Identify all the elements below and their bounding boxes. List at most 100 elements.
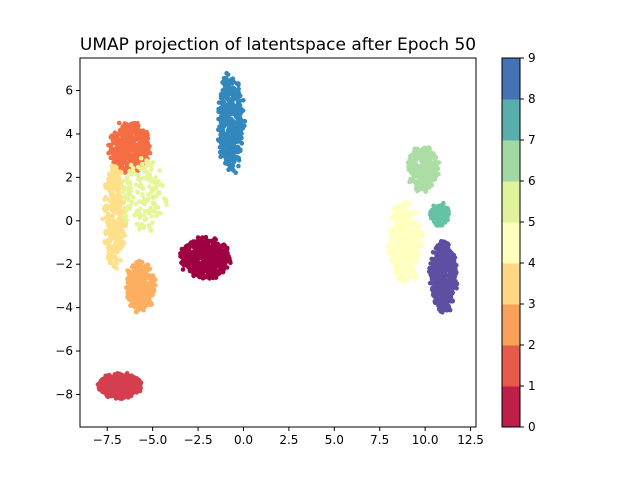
data-point (432, 276, 437, 282)
data-point (142, 217, 148, 223)
data-point (412, 210, 418, 215)
data-point (388, 237, 393, 243)
data-point (146, 301, 152, 306)
data-point (186, 243, 191, 249)
data-point (443, 215, 449, 220)
data-point (128, 393, 134, 399)
data-point (111, 385, 116, 390)
data-point (142, 304, 148, 309)
data-point (228, 165, 233, 171)
data-point (116, 208, 122, 213)
data-point (220, 120, 226, 126)
data-point (404, 225, 410, 230)
data-point (453, 271, 458, 277)
chart-title: UMAP projection of latentspace after Epo… (80, 35, 476, 55)
data-point (114, 256, 119, 262)
data-point (210, 245, 215, 251)
data-point (433, 173, 439, 179)
data-point (431, 217, 437, 223)
data-point (397, 218, 403, 224)
data-point (146, 192, 151, 197)
data-point (146, 160, 151, 165)
data-point (438, 301, 443, 307)
data-point (115, 244, 120, 249)
data-point (108, 192, 114, 198)
data-point (400, 261, 406, 267)
data-point (126, 295, 131, 301)
data-point (111, 159, 116, 165)
data-point (235, 97, 241, 103)
data-point (413, 251, 418, 256)
data-point (144, 266, 149, 272)
data-point (134, 222, 140, 227)
data-point (401, 229, 407, 235)
data-point (145, 145, 150, 150)
data-point (145, 288, 151, 294)
data-point (143, 132, 149, 137)
data-point (394, 245, 400, 250)
data-point (152, 186, 157, 191)
data-point (141, 225, 146, 230)
data-point (127, 168, 132, 174)
data-point (233, 126, 239, 132)
y-tick-label: −6 (55, 344, 73, 358)
data-point (403, 267, 409, 272)
data-point (150, 220, 155, 226)
data-point (236, 86, 241, 92)
colorbar-segment (502, 140, 520, 182)
data-point (450, 298, 456, 304)
data-point (136, 177, 141, 182)
data-point (106, 390, 112, 396)
data-point (415, 232, 421, 237)
data-point (102, 208, 108, 213)
data-point (137, 275, 142, 280)
data-point (123, 213, 129, 218)
data-point (187, 267, 193, 273)
data-point (111, 379, 116, 385)
data-point (124, 207, 129, 213)
data-point (219, 106, 225, 112)
data-point (215, 269, 221, 274)
data-point (393, 269, 399, 275)
data-point (109, 200, 115, 205)
data-point (113, 222, 118, 227)
data-point (111, 264, 117, 269)
data-point (153, 175, 158, 180)
data-point (189, 243, 195, 248)
data-point (425, 162, 431, 167)
colorbar-segment (502, 263, 520, 305)
data-point (196, 250, 201, 255)
data-point (131, 265, 137, 271)
data-point (223, 116, 229, 122)
data-point (145, 262, 151, 268)
data-point (138, 156, 144, 161)
data-point (120, 138, 125, 144)
data-point (425, 149, 431, 155)
data-point (138, 267, 144, 272)
data-point (108, 142, 114, 148)
data-point (413, 258, 418, 264)
data-point (116, 175, 122, 180)
data-point (446, 261, 452, 267)
data-point (149, 213, 154, 219)
colorbar-segment (502, 345, 520, 387)
colorbar-tick-label: 9 (528, 51, 536, 65)
data-point (112, 200, 118, 206)
data-point (187, 253, 193, 259)
data-point (226, 98, 231, 103)
data-point (412, 155, 418, 160)
data-point (225, 250, 230, 256)
x-tick-label: 12.5 (457, 433, 484, 447)
data-point (112, 169, 118, 175)
data-point (126, 197, 132, 203)
data-point (128, 130, 134, 135)
data-point (408, 246, 414, 251)
data-point (436, 222, 442, 228)
data-point (205, 244, 210, 249)
data-point (396, 249, 402, 254)
data-point (133, 275, 139, 281)
data-point (441, 272, 446, 277)
data-point (147, 266, 153, 272)
data-point (123, 285, 129, 291)
y-tick-label: −4 (55, 301, 73, 315)
